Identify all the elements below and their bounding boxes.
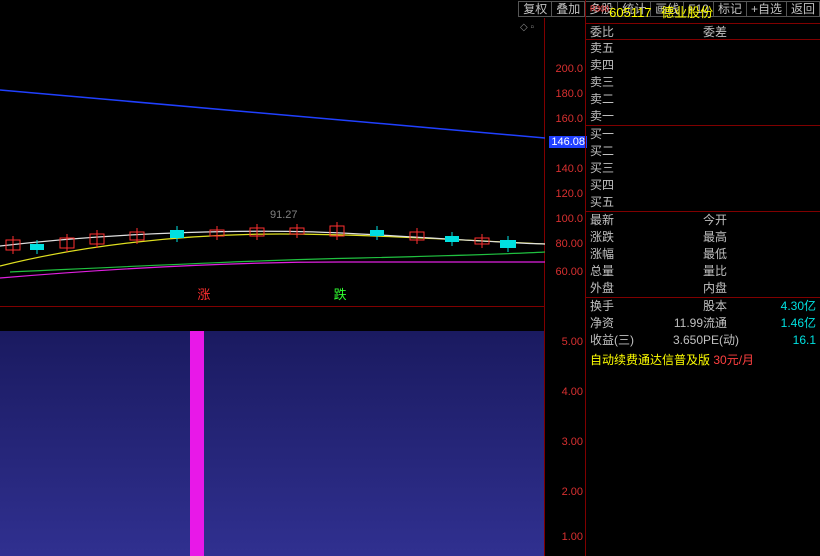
price-chart: ◇ ▫ 91.27 涨 跌: [0, 18, 545, 306]
toolbar-复权[interactable]: 复权: [518, 1, 552, 17]
quote-row: 涨幅最低: [586, 246, 820, 263]
quote-row: 外盘内盘: [586, 280, 820, 297]
ytick: 200.0: [545, 63, 583, 75]
ytick: 180.0: [545, 88, 583, 100]
svg-text:91.27: 91.27: [270, 209, 298, 221]
indicator-bg: [0, 331, 544, 556]
bid-row: 买一: [586, 126, 820, 143]
quote-row: 总量量比: [586, 263, 820, 280]
indicator-axis: 5.00 4.00 3.00 2.00 1.00: [545, 306, 585, 556]
label: 买二: [590, 143, 665, 160]
promo-text: 自动续费通达信普及版: [590, 353, 710, 367]
ytick: 3.00: [545, 436, 583, 448]
fund-row: 净资11.99流通1.46亿: [586, 315, 820, 332]
label: 卖四: [590, 57, 665, 74]
indicator-chart: [0, 306, 545, 556]
ytick: 4.00: [545, 386, 583, 398]
ytick: 5.00: [545, 336, 583, 348]
label: 卖五: [590, 40, 665, 57]
legend-up: 涨: [197, 284, 210, 303]
bid-row: 买四: [586, 177, 820, 194]
quote-row: 最新今开: [586, 212, 820, 229]
ytick: 120.0: [545, 188, 583, 200]
label: 卖二: [590, 91, 665, 108]
ask-row: 卖二: [586, 91, 820, 108]
ask-row: 卖三: [586, 74, 820, 91]
toolbar-叠加[interactable]: 叠加: [551, 1, 585, 17]
label: 委差: [703, 24, 816, 39]
promo-price: 30元/月: [713, 353, 754, 367]
bid-row: 买三: [586, 160, 820, 177]
stock-name: 德业股份: [661, 5, 713, 20]
stock-tag: R300: [590, 5, 609, 14]
bidask-header: 委比 委差: [586, 23, 820, 40]
ask-row: 卖一: [586, 108, 820, 125]
quote-row: 涨跌最高: [586, 229, 820, 246]
stock-code: 605117: [609, 5, 651, 20]
legend-row: 涨 跌: [0, 284, 544, 304]
price-tag: 146.08: [549, 136, 587, 148]
ytick: 160.0: [545, 113, 583, 125]
ytick: 1.00: [545, 531, 583, 543]
label: 买五: [590, 194, 665, 211]
legend-down: 跌: [334, 284, 347, 303]
indicator-bar: [190, 331, 204, 556]
label: 委比: [590, 24, 703, 39]
ytick: 60.00: [545, 266, 583, 278]
fund-row: 换手股本4.30亿: [586, 298, 820, 315]
fund-row: 收益(三)3.650PE(动)16.1: [586, 332, 820, 349]
ytick: 140.0: [545, 163, 583, 175]
bid-row: 买二: [586, 143, 820, 160]
ytick: 2.00: [545, 486, 583, 498]
promo-banner[interactable]: 自动续费通达信普及版 30元/月: [586, 349, 820, 370]
quote-panel: R300605117 德业股份 委比 委差 卖五卖四卖三卖二卖一 买一买二买三买…: [585, 0, 820, 556]
label: 买一: [590, 126, 665, 143]
label: 买三: [590, 160, 665, 177]
label: 卖三: [590, 74, 665, 91]
label: 卖一: [590, 108, 665, 125]
ask-row: 卖五: [586, 40, 820, 57]
stock-title: R300605117 德业股份: [586, 0, 820, 23]
ytick: 100.0: [545, 213, 583, 225]
ytick: 80.00: [545, 238, 583, 250]
label: 买四: [590, 177, 665, 194]
ask-row: 卖四: [586, 57, 820, 74]
price-axis: 200.0 180.0 160.0 140.0 120.0 100.0 80.00 60.00…: [545, 18, 585, 306]
bid-row: 买五: [586, 194, 820, 211]
